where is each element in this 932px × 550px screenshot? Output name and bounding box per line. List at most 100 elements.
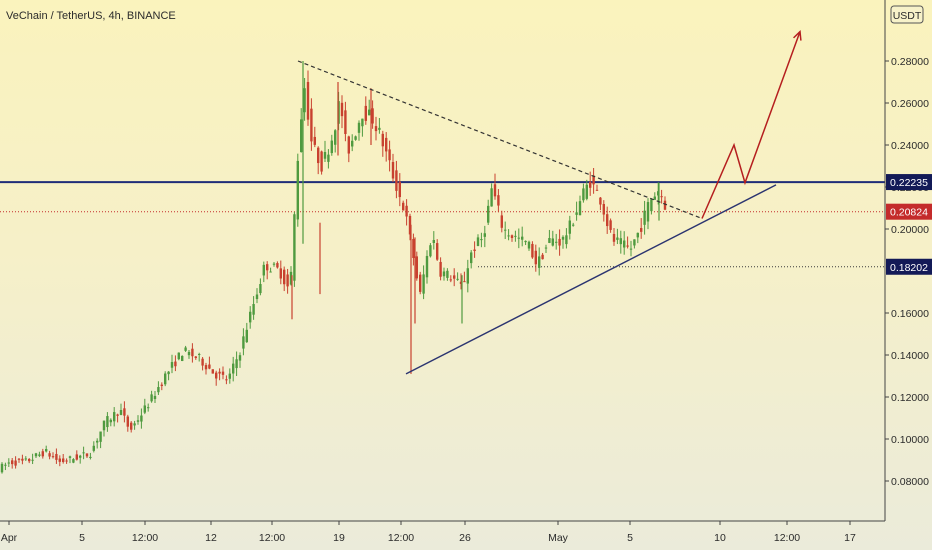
candle-body <box>31 459 34 461</box>
candle-body <box>34 453 38 457</box>
candle-body <box>130 422 133 430</box>
candle-body <box>96 440 99 443</box>
candle-body <box>636 232 639 238</box>
candle-body <box>347 136 350 154</box>
candle-body <box>419 274 422 292</box>
candle-body <box>466 268 469 284</box>
candle-body <box>181 355 184 362</box>
candle-body <box>626 245 629 247</box>
time-tick-label: Apr <box>1 532 18 544</box>
candle-body <box>68 456 72 458</box>
candle-body <box>487 205 490 223</box>
candle-body <box>463 281 466 283</box>
price-tick-label: 0.10000 <box>891 434 929 446</box>
candle-body <box>306 81 310 120</box>
price-tick-label: 0.14000 <box>891 350 929 362</box>
price-axis[interactable]: 0.280000.260000.240000.220000.200000.160… <box>884 0 929 521</box>
candle-body <box>293 214 296 281</box>
candle-body <box>480 239 483 241</box>
candle-body <box>269 271 272 273</box>
candle-body <box>422 274 425 294</box>
time-tick-label: 12:00 <box>388 532 414 544</box>
candle-body <box>527 241 531 249</box>
candle-body <box>361 118 364 127</box>
candle-body <box>136 420 140 422</box>
candle-body <box>456 278 459 280</box>
candle-body <box>378 127 381 130</box>
candle-body <box>252 304 255 315</box>
candle-body <box>497 195 500 206</box>
candle-body <box>323 152 327 159</box>
candle-body <box>153 395 157 400</box>
candle-body <box>531 243 534 258</box>
candle-body <box>483 233 486 237</box>
candle-body <box>561 236 565 240</box>
candle-body <box>191 348 194 357</box>
candle-body <box>225 379 228 381</box>
candle-body <box>82 452 85 454</box>
candle-body <box>368 109 371 116</box>
time-axis-ticks: Apr 5 12:00 12 12:00 19 12:00 26 May 5 10 12:00 17 <box>1 521 856 544</box>
candle-body <box>21 458 24 461</box>
candle-body <box>123 408 126 416</box>
candle-body <box>283 269 286 285</box>
candle-body <box>493 184 497 197</box>
candle-body <box>126 416 129 427</box>
candle-body <box>555 241 558 243</box>
time-tick-label: 12:00 <box>259 532 285 544</box>
candle-body <box>432 239 435 244</box>
candle-body <box>568 220 571 234</box>
candle-body <box>449 279 452 281</box>
candle-body <box>327 154 330 162</box>
candle-body <box>425 255 429 278</box>
candle-body <box>89 456 92 458</box>
candle-body <box>303 88 306 113</box>
candle-body <box>187 351 191 356</box>
ascending-trendline[interactable] <box>405 184 777 375</box>
candle-body <box>62 458 65 463</box>
candle-body <box>412 238 415 259</box>
price-tick-label: 0.16000 <box>891 308 929 320</box>
candle-body <box>14 460 17 466</box>
candle-body <box>582 188 585 201</box>
candle-body <box>238 355 242 361</box>
candle-body <box>643 210 646 225</box>
candle-body <box>313 136 316 145</box>
level-badge-label: 0.18202 <box>890 262 928 274</box>
currency-badge-label: USDT <box>893 10 922 22</box>
trend-drawings[interactable] <box>297 29 802 375</box>
time-axis[interactable]: Apr 5 12:00 12 12:00 19 12:00 26 May 5 10 12:00 17 <box>0 520 885 544</box>
candle-body <box>371 108 374 124</box>
level-badges: 0.22235 0.20824 0.18202 <box>886 174 932 275</box>
candle-body <box>609 220 612 230</box>
projection-path[interactable] <box>701 31 801 219</box>
currency-badge[interactable]: USDT <box>890 5 924 24</box>
time-tick-label: May <box>548 532 569 544</box>
candle-body <box>242 336 245 349</box>
price-levels <box>0 181 885 268</box>
candle-body <box>317 147 320 164</box>
price-axis-ticks: 0.280000.260000.240000.220000.200000.160… <box>885 56 929 488</box>
candle-body <box>551 238 554 246</box>
candle-body <box>351 140 354 147</box>
candle-body <box>490 188 493 207</box>
candle-body <box>184 347 187 351</box>
descending-trendline[interactable] <box>297 60 703 220</box>
candle-body <box>504 229 507 231</box>
candle-body <box>48 453 51 457</box>
candle-body <box>510 235 514 239</box>
candle-body <box>470 252 473 264</box>
candle-body <box>320 151 323 172</box>
candle-body <box>558 238 561 246</box>
candle-body <box>388 149 391 161</box>
level-badge <box>886 203 932 220</box>
candle-body <box>538 256 541 268</box>
candle-body <box>116 414 119 416</box>
candle-body <box>79 455 82 458</box>
arrowhead-icon <box>793 29 802 41</box>
candle-body <box>514 235 517 237</box>
candle-body <box>143 405 146 413</box>
candle-body <box>565 235 568 245</box>
price-tick-label: 0.20000 <box>891 224 929 236</box>
